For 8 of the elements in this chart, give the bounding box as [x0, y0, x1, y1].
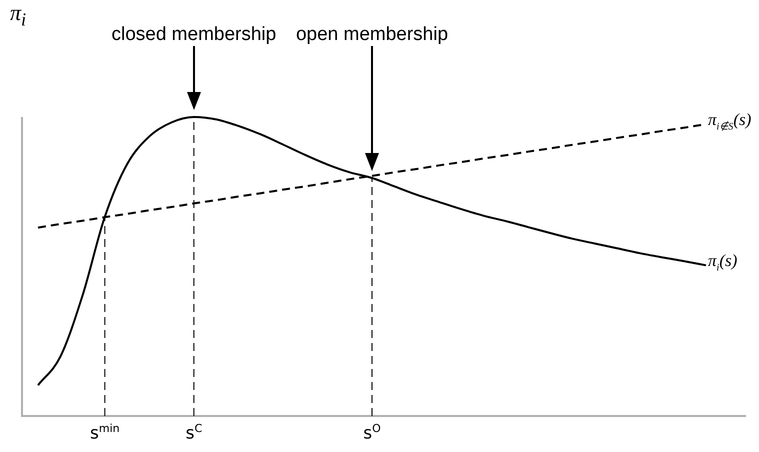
- text: closed membership: [111, 24, 276, 46]
- series-label: π$_{i∉S}$(s): [708, 110, 752, 133]
- x-tick-label: s$^{C}$: [186, 422, 202, 444]
- y-axis-title: π$_{i}$: [10, 0, 26, 30]
- x-tick-label: s$^{min}$: [90, 422, 120, 444]
- x-tick-label: s$^{O}$: [363, 422, 381, 444]
- series-label: π$_{i}$(s): [708, 251, 738, 274]
- text: open membership: [296, 24, 448, 46]
